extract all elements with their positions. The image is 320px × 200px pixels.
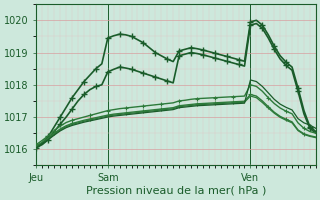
X-axis label: Pression niveau de la mer( hPa ): Pression niveau de la mer( hPa ) [86,186,266,196]
